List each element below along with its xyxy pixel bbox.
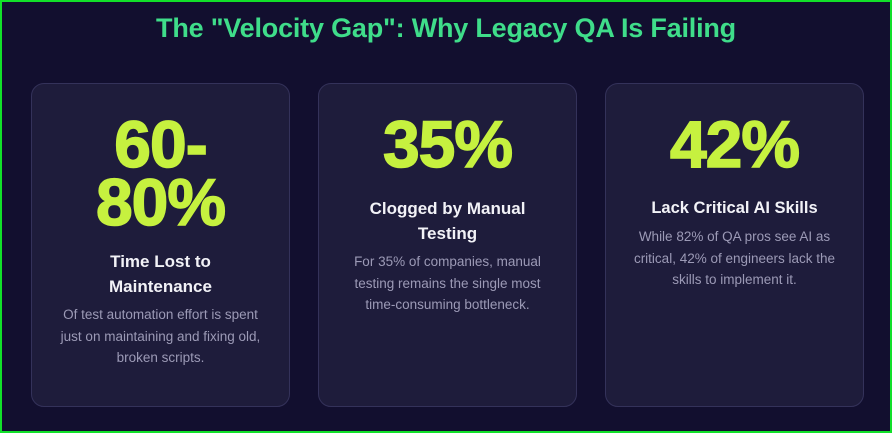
stat-card-ai-skills: 42% Lack Critical AI Skills While 82% of… [605, 83, 864, 407]
stat-card-manual-testing: 35% Clogged by Manual Testing For 35% of… [318, 83, 577, 407]
stat-heading: Time Lost to Maintenance [109, 252, 212, 296]
stat-value: 60-80% [95, 107, 227, 239]
stat-heading: Lack Critical AI Skills [651, 199, 818, 217]
stat-description: While 82% of QA pros see AI as critical,… [633, 229, 836, 287]
stat-value: 42% [669, 107, 801, 181]
slide-title: The "Velocity Gap": Why Legacy QA Is Fai… [156, 13, 736, 43]
stat-heading: Clogged by Manual Testing [369, 199, 526, 243]
stat-value: 35% [382, 107, 514, 181]
stat-description: For 35% of companies, manual testing rem… [354, 254, 541, 312]
stat-card-maintenance: 60-80% Time Lost to Maintenance Of test … [31, 83, 290, 407]
stat-description: Of test automation effort is spent just … [60, 307, 261, 365]
